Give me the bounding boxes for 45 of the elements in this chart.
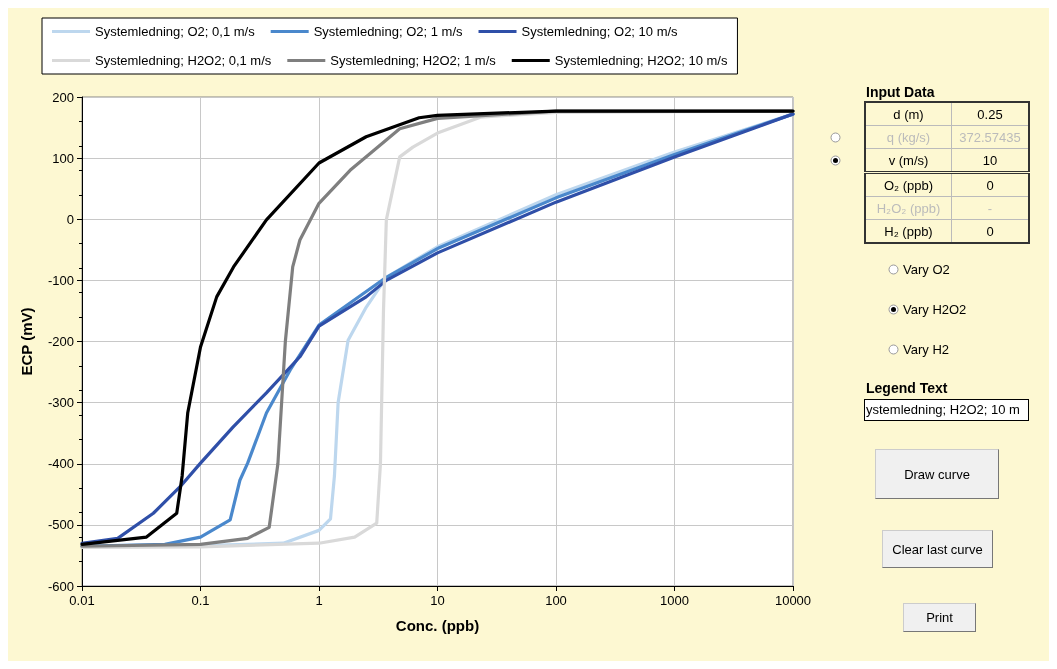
text: Draw curve — [875, 449, 999, 499]
x-tick-label: 100 — [545, 593, 567, 608]
text: Vary O2 — [903, 262, 950, 277]
text: q (kg/s) — [865, 125, 952, 149]
text: ystemledning; H2O2; 10 m — [864, 399, 1029, 421]
x-tick-label: 1000 — [660, 593, 689, 608]
text: d (m) — [865, 102, 952, 126]
y-tick-label: -500 — [47, 517, 74, 533]
text: - — [951, 196, 1029, 220]
text: Legend Text — [866, 380, 948, 396]
legend-label: Systemledning; H2O2; 0,1 m/s — [95, 53, 272, 68]
text: v (m/s) — [865, 148, 952, 173]
text: 372.57435 — [951, 125, 1029, 149]
legend-label: Systemledning; O2; 10 m/s — [521, 24, 679, 39]
text: H₂ (ppb) — [865, 219, 952, 243]
x-tick-label: 1 — [315, 593, 323, 608]
text: Print — [903, 603, 976, 632]
text: 0.25 — [951, 102, 1029, 126]
y-tick-label: -600 — [47, 578, 74, 594]
x-tick-label: 10 — [430, 593, 445, 608]
text: Clear last curve — [882, 530, 993, 568]
x-tick-label: 10000 — [774, 593, 812, 608]
x-tick-label: 0.1 — [191, 593, 210, 608]
legend-label: Systemledning; O2; 1 m/s — [313, 24, 464, 39]
text: Input Data — [866, 84, 935, 100]
y-tick-label: -200 — [47, 334, 74, 349]
y-tick-label: 200 — [52, 89, 74, 105]
text: H₂O₂ (ppb) — [865, 196, 952, 220]
y-tick-label: 100 — [52, 150, 74, 166]
legend-label: Systemledning; H2O2; 10 m/s — [554, 53, 728, 68]
text: Vary H2O2 — [903, 302, 967, 317]
y-axis-title: ECP (mV) — [18, 307, 35, 376]
legend-label: Systemledning; H2O2; 1 m/s — [330, 53, 497, 68]
y-tick-label: -300 — [47, 395, 74, 411]
x-axis-title: Conc. (ppb) — [395, 617, 480, 634]
x-tick-label: 0.01 — [69, 593, 95, 608]
legend-label: Systemledning; O2; 0,1 m/s — [95, 24, 256, 39]
y-tick-label: 0 — [66, 211, 74, 227]
text: Vary H2 — [903, 342, 949, 357]
text: 0 — [951, 172, 1029, 197]
y-tick-label: -400 — [47, 456, 74, 472]
text: 10 — [951, 148, 1029, 173]
text: O₂ (ppb) — [865, 172, 952, 197]
text: 0 — [951, 219, 1029, 243]
y-tick-label: -100 — [47, 272, 74, 288]
